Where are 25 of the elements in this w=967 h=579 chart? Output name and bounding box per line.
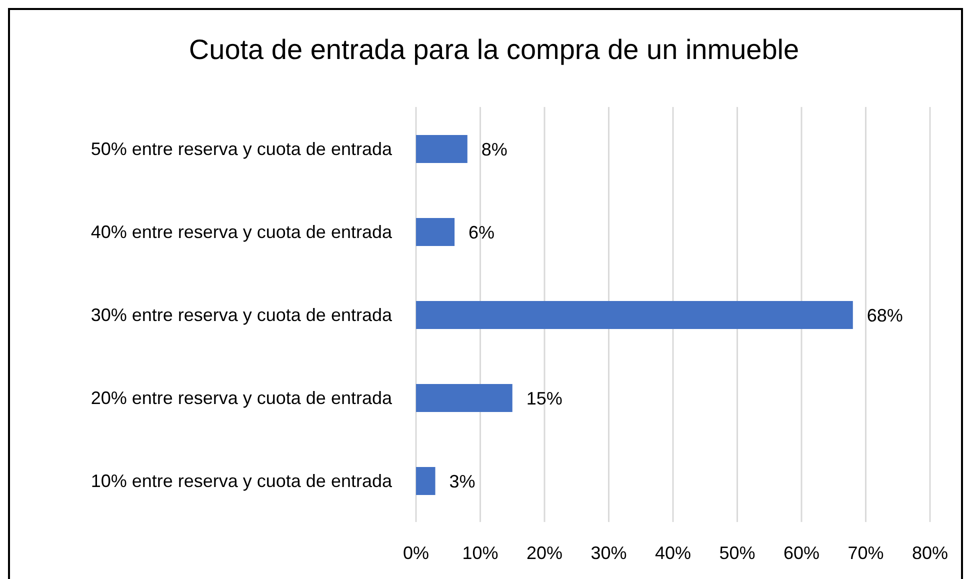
x-tick-label: 0%	[402, 542, 430, 563]
bar	[416, 467, 436, 495]
x-tick-label: 50%	[719, 542, 756, 563]
y-tick-label: 30% entre reserva y cuota de entrada	[90, 304, 393, 325]
x-tick-label: 80%	[912, 542, 948, 563]
data-label: 8%	[481, 139, 508, 160]
x-tick-label: 40%	[654, 542, 692, 563]
bar	[416, 135, 468, 163]
chart-title: Cuota de entrada para la compra de un inmueble	[188, 33, 800, 67]
data-label: 3%	[449, 471, 476, 492]
x-tick-label: 20%	[526, 542, 563, 563]
data-label: 15%	[526, 388, 562, 408]
data-label: 68%	[866, 305, 903, 326]
x-tick-label: 30%	[590, 542, 627, 563]
bar	[416, 218, 455, 246]
bar	[416, 301, 853, 329]
y-tick-label: 20% entre reserva y cuota de entrada	[90, 388, 393, 408]
x-tick-label: 60%	[783, 542, 820, 563]
y-tick-label: 50% entre reserva y cuota de entrada	[90, 138, 393, 159]
data-label: 6%	[468, 222, 495, 242]
x-tick-label: 70%	[848, 542, 884, 563]
bar	[416, 384, 512, 412]
x-tick-label: 10%	[462, 542, 498, 563]
y-tick-label: 10% entre reserva y cuota de entrada	[90, 470, 393, 491]
y-tick-label: 40% entre reserva y cuota de entrada	[90, 222, 393, 242]
